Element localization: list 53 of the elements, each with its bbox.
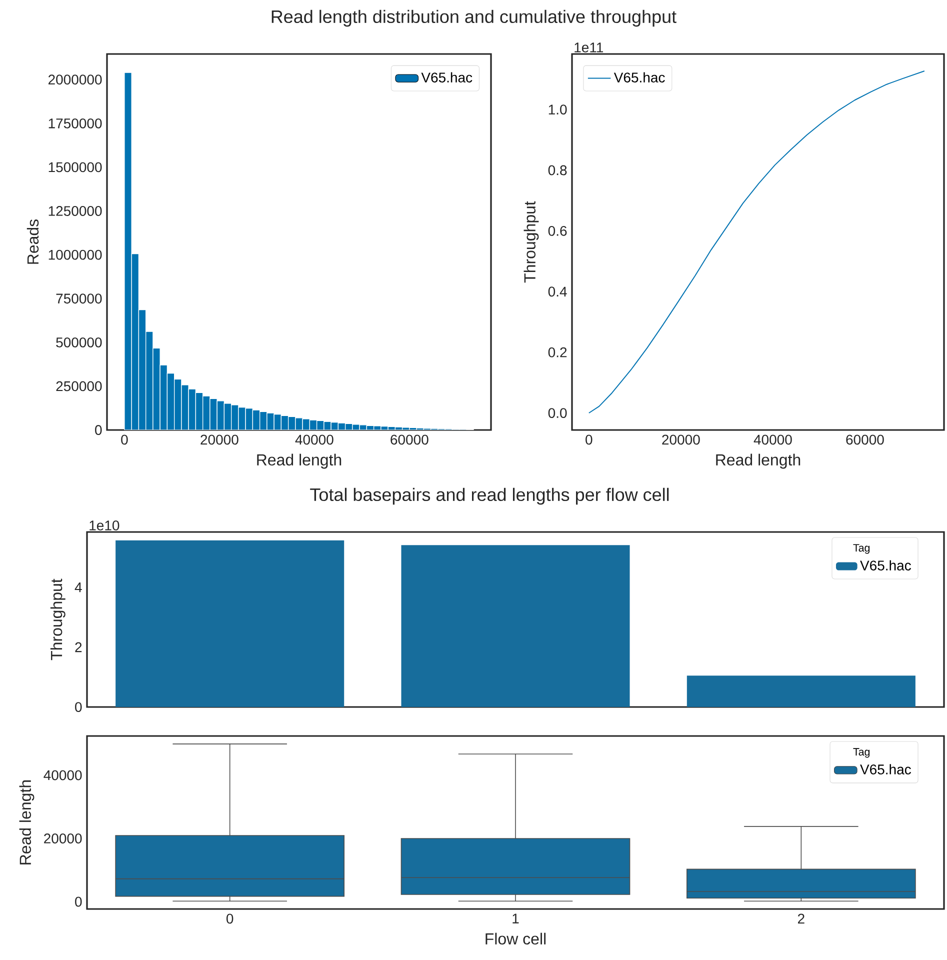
y-tick-label: 0.4 bbox=[548, 286, 567, 297]
y-tick-label: 0 bbox=[75, 896, 82, 907]
y-tick-label: 0 bbox=[95, 425, 102, 435]
y-tick-label: 0.0 bbox=[548, 408, 567, 418]
y-tick-label: 500000 bbox=[56, 337, 102, 348]
y-tick-label: 1.0 bbox=[548, 104, 567, 115]
x-tick-label: 0 bbox=[226, 914, 234, 924]
y-axis-title: Reads bbox=[26, 219, 39, 264]
x-tick-label: 60000 bbox=[846, 434, 884, 445]
y-tick-label: 1250000 bbox=[48, 206, 102, 216]
y-tick-label: 0.2 bbox=[548, 347, 567, 358]
bar bbox=[401, 545, 630, 708]
x-tick-label: 20000 bbox=[200, 434, 238, 445]
x-axis-title: Read length bbox=[257, 454, 342, 469]
x-tick-label: 0 bbox=[586, 434, 592, 445]
legend-label: V65.hac bbox=[614, 72, 665, 83]
legend-label: V65.hac bbox=[860, 560, 911, 570]
legend-label: V65.hac bbox=[860, 764, 911, 774]
x-tick-label: 2 bbox=[798, 914, 804, 924]
x-tick-label: 20000 bbox=[662, 434, 700, 445]
y-tick-label: 0 bbox=[75, 702, 82, 712]
x-axis-title: Flow cell bbox=[486, 932, 546, 945]
x-tick-label: 1 bbox=[512, 914, 519, 924]
chart-title: Total basepairs and read lengths per flow cell bbox=[310, 488, 669, 505]
line-series bbox=[588, 70, 925, 414]
y-tick-label: 20000 bbox=[44, 834, 82, 844]
y-axis-title: Throughput bbox=[50, 578, 66, 660]
y-tick-label: 750000 bbox=[56, 294, 102, 304]
y-tick-label: 1500000 bbox=[48, 162, 102, 172]
y-tick-label: 0.8 bbox=[548, 165, 567, 176]
legend-title: Tag bbox=[853, 544, 870, 554]
legend-title: Tag bbox=[853, 748, 870, 758]
y-axis-title: Read length bbox=[19, 780, 34, 864]
y-tick-label: 250000 bbox=[56, 381, 102, 392]
text: 1e11 bbox=[574, 42, 604, 52]
x-tick-label: 0 bbox=[121, 434, 128, 445]
y-tick-label: 1000000 bbox=[48, 250, 102, 260]
y-tick-label: 2 bbox=[75, 642, 82, 652]
x-tick-label: 40000 bbox=[295, 434, 334, 445]
y-tick-label: 1750000 bbox=[48, 118, 102, 128]
legend-label: V65.hac bbox=[421, 72, 472, 83]
x-tick-label: 40000 bbox=[754, 434, 792, 445]
y-tick-label: 40000 bbox=[44, 770, 82, 780]
x-tick-label: 60000 bbox=[390, 434, 428, 445]
chart-title: Read length distribution and cumulative throughput bbox=[272, 10, 676, 27]
bar bbox=[686, 676, 916, 708]
y-tick-label: 0.6 bbox=[548, 226, 567, 236]
y-tick-label: 2000000 bbox=[48, 74, 102, 85]
y-axis-title: Throughput bbox=[524, 201, 539, 283]
text: 1e10 bbox=[90, 520, 120, 530]
y-tick-label: 4 bbox=[74, 582, 82, 592]
x-axis-title: Read length bbox=[716, 454, 800, 469]
bar bbox=[116, 540, 344, 708]
